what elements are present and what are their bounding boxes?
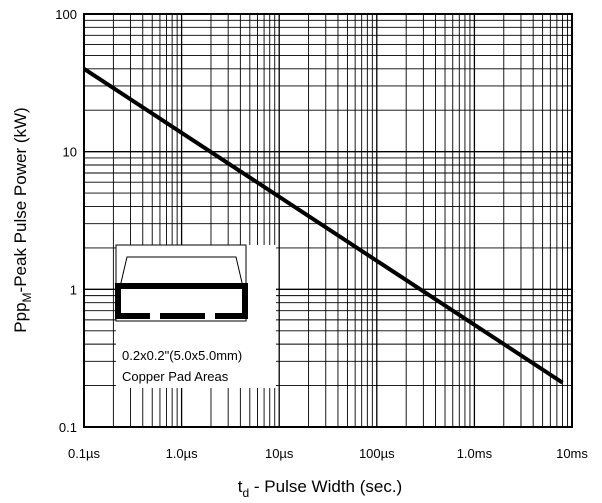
y-tick-label: 10	[63, 145, 77, 160]
copper-pad-inset: 0.2x0.2"(5.0x5.0mm) Copper Pad Areas	[115, 244, 276, 388]
y-axis-label-main: Ppp	[11, 302, 30, 332]
series-line	[82, 67, 564, 385]
x-axis-label: td - Pulse Width (sec.)	[238, 477, 402, 500]
y-tick-labels: 0.1 1 10 100	[55, 7, 77, 435]
x-axis-label-subscript: d	[243, 486, 250, 500]
plot-frame	[83, 13, 573, 428]
x-axis-label-main: t	[238, 477, 243, 496]
x-tick-labels: 0.1µs 1.0µs 10µs 100µs 1.0ms 10ms	[68, 446, 588, 461]
y-tick-label: 0.1	[59, 420, 77, 435]
y-axis-label: PppM-Peak Pulse Power (kW)	[11, 107, 34, 332]
inset-label-size: 0.2x0.2"(5.0x5.0mm)	[122, 348, 242, 363]
component-body	[115, 283, 248, 319]
x-tick-label: 10µs	[265, 446, 294, 461]
x-tick-label: 0.1µs	[68, 446, 101, 461]
x-tick-label: 1.0µs	[166, 446, 199, 461]
component-body-outline	[119, 256, 244, 288]
pad-gap-right	[205, 312, 215, 320]
y-axis-label-rest: -Peak Pulse Power (kW)	[11, 107, 30, 292]
x-axis-label-rest: - Pulse Width (sec.)	[249, 477, 402, 496]
pad-gap-left	[150, 312, 160, 320]
x-tick-label: 1.0ms	[457, 446, 493, 461]
y-tick-label: 1	[70, 282, 77, 297]
x-tick-label: 100µs	[359, 446, 395, 461]
series-layer	[82, 67, 564, 385]
y-axis-label-subscript: M	[20, 292, 34, 302]
x-tick-label: 10ms	[556, 446, 588, 461]
inset-label-pads: Copper Pad Areas	[122, 369, 229, 384]
y-tick-label: 100	[55, 7, 77, 22]
